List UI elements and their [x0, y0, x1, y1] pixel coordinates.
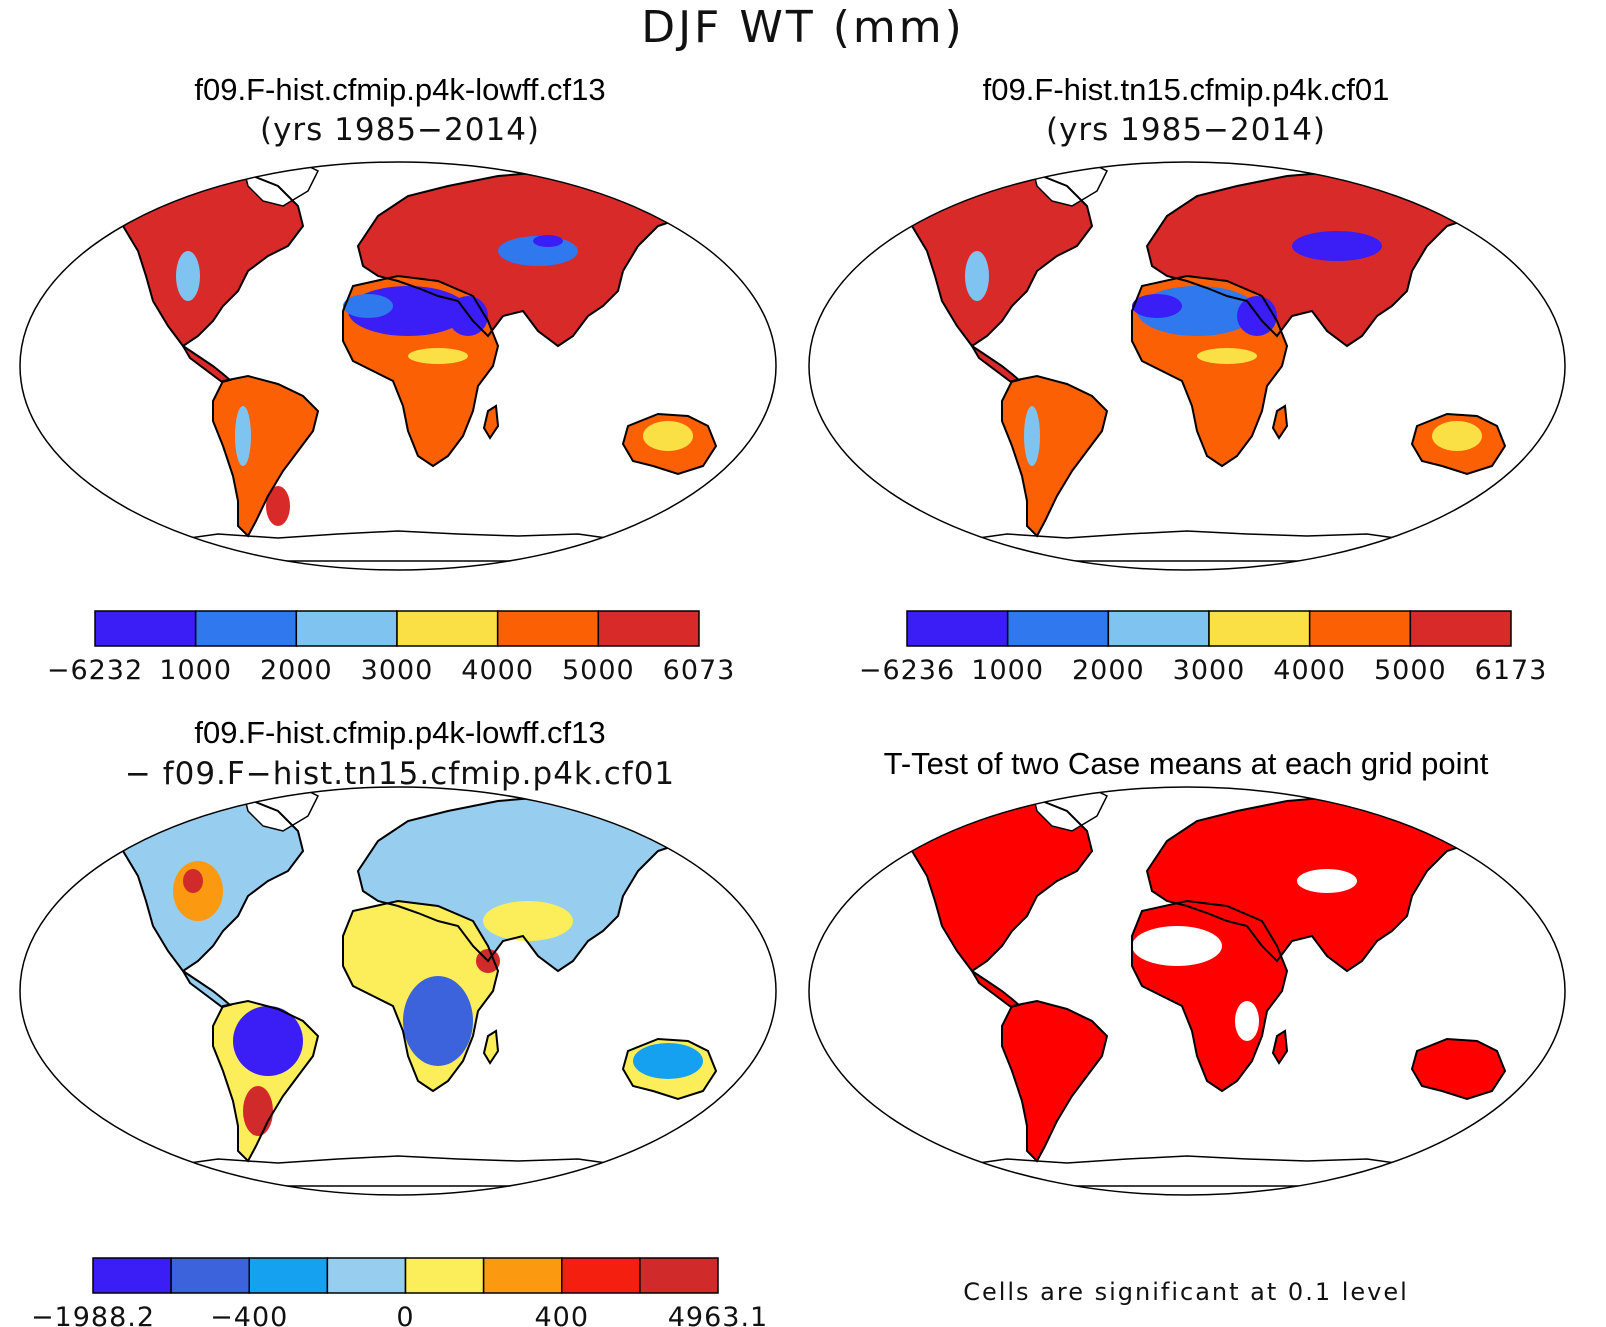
panel2-colorbar-tick-label: 4000	[1273, 655, 1346, 686]
panel3-colorbar-tick-label: 0	[396, 1302, 414, 1327]
panel2-colorbar-swatch	[1107, 610, 1210, 647]
panel2-colorbar-tick-label: 6173	[1475, 655, 1548, 686]
panel3-colorbar: −1988.2 −400 0 400 4963.1	[31, 1257, 768, 1327]
figure-title: DJF WT (mm)	[641, 2, 965, 53]
panel2-title: f09.F-hist.tn15.cfmip.p4k.cf01	[982, 72, 1390, 107]
panel2-colorbar-swatch	[906, 610, 1009, 647]
panel2-colorbar-tick-label: 3000	[1173, 655, 1246, 686]
panel2-colorbar-tick-label: 1000	[971, 655, 1044, 686]
panel1-colorbar: −6232 1000 2000 3000 4000 5000 6073	[47, 610, 736, 686]
panel3-subtitle: − f09.F−hist.tn15.cfmip.p4k.cf01	[124, 756, 676, 792]
panel1-colorbar-swatch	[94, 610, 197, 647]
panel1-subtitle: (yrs 1985−2014)	[259, 112, 541, 148]
panel3-colorbar-swatch	[248, 1257, 329, 1294]
panel3-colorbar-swatch	[561, 1257, 641, 1294]
panel1-colorbar-tick-label: −6232	[47, 655, 143, 686]
panel1-colorbar-swatch	[194, 610, 298, 647]
panel3-colorbar-swatch	[326, 1257, 407, 1294]
panel3-title: f09.F-hist.cfmip.p4k-lowff.cf13	[194, 715, 606, 750]
panel3-colorbar-swatch	[170, 1257, 250, 1294]
panel1-colorbar-swatch	[496, 610, 600, 647]
panel4-title: T-Test of two Case means at each grid po…	[883, 746, 1489, 781]
panel3-map	[19, 786, 777, 1196]
panel3-colorbar-tick-label: −1988.2	[31, 1302, 155, 1327]
significance-note: Cells are significant at 0.1 level	[963, 1278, 1409, 1306]
panel3-colorbar-tick-label: −400	[210, 1302, 288, 1327]
panel2-colorbar-swatch	[1308, 610, 1412, 647]
panel2-map	[808, 161, 1566, 571]
panel2-colorbar-swatch	[1006, 610, 1110, 647]
panel1-colorbar-tick-label: 4000	[461, 655, 534, 686]
panel1-map	[19, 161, 777, 571]
panel4-map	[808, 786, 1566, 1196]
panel1-colorbar-swatch	[295, 610, 398, 647]
panel3-colorbar-swatch	[482, 1257, 563, 1294]
panel1-colorbar-tick-label: 6073	[663, 655, 736, 686]
panel2-colorbar-tick-label: 5000	[1374, 655, 1447, 686]
panel1-colorbar-tick-label: 3000	[361, 655, 434, 686]
panel1-colorbar-swatch	[597, 610, 700, 647]
panel2-colorbar-tick-label: −6236	[859, 655, 955, 686]
panel3-colorbar-tick-label: 400	[534, 1302, 589, 1327]
panel2-colorbar-swatch	[1409, 610, 1512, 647]
panel2-subtitle: (yrs 1985−2014)	[1045, 112, 1327, 148]
panel3-colorbar-swatch	[92, 1257, 172, 1294]
panel1-title: f09.F-hist.cfmip.p4k-lowff.cf13	[194, 72, 606, 107]
panel1-colorbar-tick-label: 2000	[260, 655, 333, 686]
panel3-colorbar-tick-label: 4963.1	[668, 1302, 768, 1327]
panel1-colorbar-swatch	[396, 610, 499, 647]
panel2-colorbar-tick-label: 2000	[1072, 655, 1145, 686]
panel2-colorbar-swatch	[1208, 610, 1311, 647]
panel2-colorbar: −6236 1000 2000 3000 4000 5000 6173	[859, 610, 1548, 686]
panel1-colorbar-tick-label: 1000	[159, 655, 232, 686]
panel1-colorbar-tick-label: 5000	[562, 655, 635, 686]
panel3-colorbar-swatch	[404, 1257, 485, 1294]
panel3-colorbar-swatch	[639, 1257, 719, 1294]
